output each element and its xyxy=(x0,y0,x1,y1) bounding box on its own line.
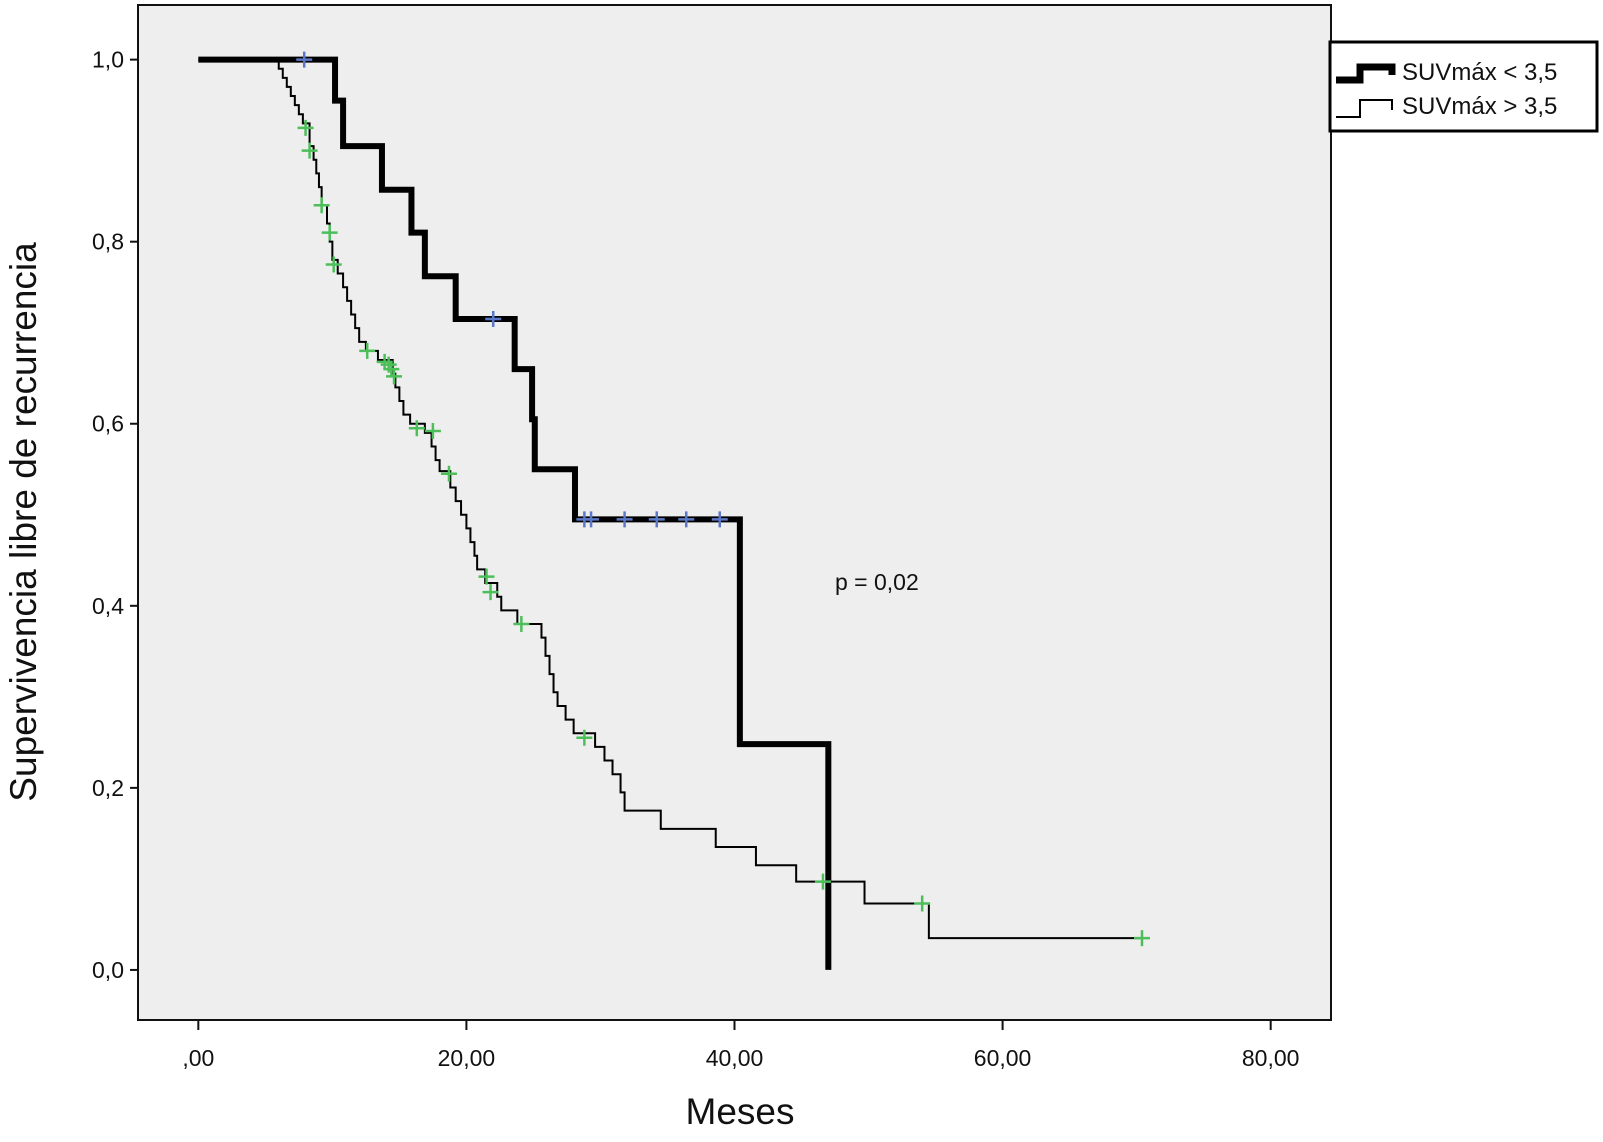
annotation-p-value: p = 0,02 xyxy=(835,569,919,595)
censor-mark-series-2 xyxy=(440,465,457,482)
censor-mark-series-2 xyxy=(313,197,330,214)
y-tick-label: 0,6 xyxy=(92,411,124,437)
x-axis-title: Meses xyxy=(686,1091,795,1132)
y-tick-label: 0,0 xyxy=(92,957,124,983)
censor-mark-series-2 xyxy=(325,256,342,273)
x-tick-label: 40,00 xyxy=(706,1045,764,1071)
censor-mark-series-2 xyxy=(513,616,530,633)
x-tick-label: ,00 xyxy=(182,1045,214,1071)
x-axis: ,00 20,00 40,00 60,00 80,00 xyxy=(182,1020,1299,1071)
censor-mark-series-2 xyxy=(424,423,441,440)
x-tick-label: 60,00 xyxy=(974,1045,1032,1071)
x-tick-label: 80,00 xyxy=(1242,1045,1300,1071)
legend-swatch-series-1 xyxy=(1336,63,1396,84)
censor-mark-series-2 xyxy=(1134,930,1150,947)
censor-mark-series-1 xyxy=(583,511,600,528)
censor-mark-series-2 xyxy=(814,873,831,890)
censor-mark-series-1 xyxy=(678,511,695,528)
censor-mark-series-1 xyxy=(485,311,502,328)
censor-mark-series-2 xyxy=(386,368,403,385)
censor-mark-series-1 xyxy=(296,51,313,68)
legend-swatch-series-2 xyxy=(1336,99,1393,118)
censor-mark-series-1 xyxy=(711,511,728,528)
survival-curves xyxy=(198,56,1142,970)
y-tick-label: 0,4 xyxy=(92,593,124,619)
legend-label-series-2: SUVmáx > 3,5 xyxy=(1402,93,1557,120)
censor-mark-series-2 xyxy=(482,584,499,601)
censor-mark-series-2 xyxy=(408,420,425,437)
survival-curve-series-2 xyxy=(198,58,1142,940)
legend-label-series-1: SUVmáx < 3,5 xyxy=(1402,59,1557,86)
survival-curve-series-1 xyxy=(198,56,832,970)
censor-mark-series-2 xyxy=(914,895,931,912)
y-tick-label: 0,8 xyxy=(92,229,124,255)
legend: SUVmáx < 3,5 SUVmáx > 3,5 xyxy=(1328,40,1599,133)
censor-mark-series-2 xyxy=(321,224,338,241)
plot-area xyxy=(137,4,1332,1021)
y-tick-label: 0,2 xyxy=(92,775,124,801)
censor-marks xyxy=(296,51,1150,947)
censor-mark-series-1 xyxy=(616,511,633,528)
x-tick-label: 20,00 xyxy=(438,1045,496,1071)
censor-mark-series-2 xyxy=(359,342,376,359)
y-axis-title: Supervivencia libre de recurrencia xyxy=(3,242,44,802)
censor-mark-series-2 xyxy=(478,568,495,585)
censor-mark-series-2 xyxy=(383,361,400,378)
legend-box xyxy=(1328,40,1599,133)
y-axis: 0,0 0,2 0,4 0,6 0,8 1,0 xyxy=(92,47,138,983)
censor-mark-series-1 xyxy=(648,511,665,528)
y-tick-label: 1,0 xyxy=(92,47,124,73)
censor-mark-series-2 xyxy=(301,142,318,159)
censor-mark-series-2 xyxy=(376,353,393,370)
censor-mark-series-2 xyxy=(297,119,314,136)
censor-mark-series-2 xyxy=(576,729,593,746)
